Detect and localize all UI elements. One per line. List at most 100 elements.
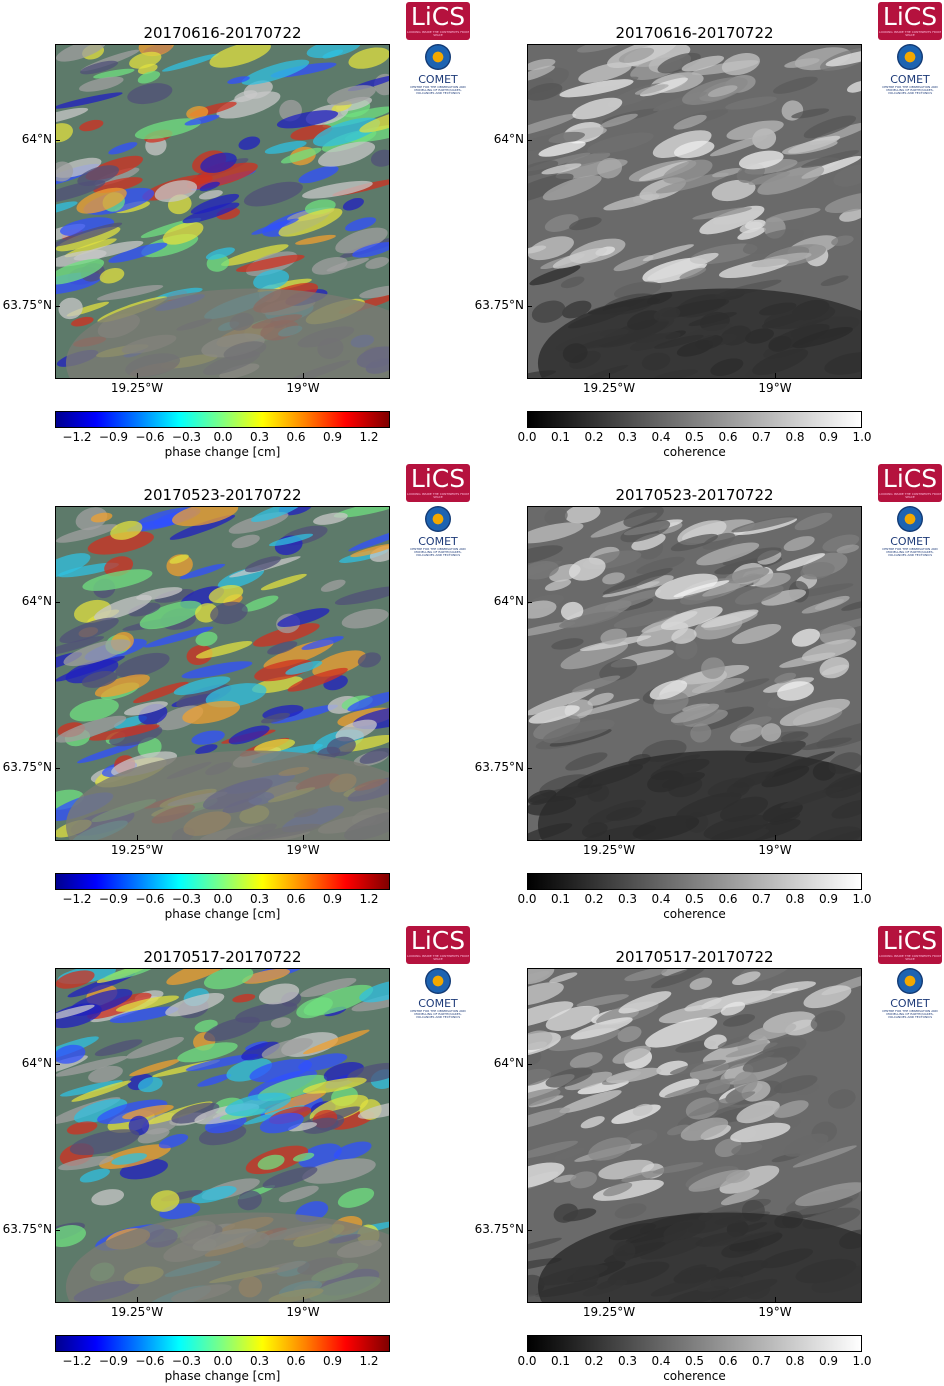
comet-logo-subtitle: CENTRE FOR THE OBSERVATION AND MODELLING… xyxy=(882,85,938,95)
y-tick-mark xyxy=(527,1064,532,1065)
panel-title: 20170523-20170722 xyxy=(615,486,774,504)
x-tick-mark xyxy=(775,373,776,378)
colorbar-tick-label: −0.6 xyxy=(135,430,165,444)
comet-logo: COMET CENTRE FOR THE OBSERVATION AND MODE… xyxy=(880,968,940,1024)
colorbar-tick-label: 0.0 xyxy=(213,892,233,906)
colorbar-tick-label: 0.6 xyxy=(286,430,306,444)
colorbar-tick-label: 0.6 xyxy=(286,1354,306,1368)
colorbar-tick-label: 0.1 xyxy=(550,1354,571,1368)
colorbar-tick-label: 0.5 xyxy=(684,1354,705,1368)
colorbar-tick-label: 0.6 xyxy=(286,892,306,906)
panel-title: 20170517-20170722 xyxy=(143,948,302,966)
y-tick-label: 63.75°N xyxy=(2,1222,52,1236)
y-tick-label: 63.75°N xyxy=(2,298,52,312)
colorbar-tick-label: 1.0 xyxy=(852,892,872,906)
comet-logo-subtitle: CENTRE FOR THE OBSERVATION AND MODELLING… xyxy=(410,1009,466,1019)
colorbar-tick-label: 0.7 xyxy=(751,892,772,906)
lics-logo-subtitle: LOOKING INSIDE THE CONTINENTS FROM SPACE xyxy=(407,954,469,961)
colorbar-tick-label: 0.2 xyxy=(584,892,604,906)
x-tick-mark xyxy=(303,373,304,378)
colorbar-tick-label: 0.3 xyxy=(617,430,638,444)
colorbar-tick-label: 0.2 xyxy=(584,1354,604,1368)
colorbar-tick-label: 0.0 xyxy=(517,1354,537,1368)
y-tick-mark xyxy=(55,306,60,307)
colorbar-label: phase change [cm] xyxy=(164,907,281,921)
comet-emblem-icon xyxy=(897,44,923,70)
panel-title: 20170616-20170722 xyxy=(143,24,302,42)
plot-panel: 20170517-20170722 64°N 63.75°N 19.25°W 19°W −… xyxy=(0,924,472,1386)
y-tick-label: 63.75°N xyxy=(2,760,52,774)
comet-logo-text: COMET xyxy=(418,73,458,86)
lics-logo: LiCS LOOKING INSIDE THE CONTINENTS FROM S… xyxy=(878,926,942,964)
x-tick-mark xyxy=(775,1297,776,1302)
colorbar-tick-label: 0.5 xyxy=(684,892,705,906)
comet-logo: COMET CENTRE FOR THE OBSERVATION AND MODE… xyxy=(408,44,468,100)
plot-panel: 20170523-20170722 64°N 63.75°N 19.25°W 19°W −… xyxy=(0,462,472,924)
x-tick-label: 19°W xyxy=(286,1305,320,1319)
y-tick-mark xyxy=(55,602,60,603)
lics-logo: LiCS LOOKING INSIDE THE CONTINENTS FROM S… xyxy=(406,926,470,964)
comet-logo: COMET CENTRE FOR THE OBSERVATION AND MODE… xyxy=(880,44,940,100)
x-tick-label: 19°W xyxy=(758,381,792,395)
colorbar-tick-label: −0.9 xyxy=(98,892,129,906)
x-tick-mark xyxy=(137,1297,138,1302)
comet-emblem-icon xyxy=(425,44,451,70)
x-tick-mark xyxy=(609,1297,610,1302)
comet-logo-subtitle: CENTRE FOR THE OBSERVATION AND MODELLING… xyxy=(410,85,466,95)
plot-panel: 20170616-20170722 64°N 63.75°N 19.25°W 19°W 0… xyxy=(472,0,944,462)
colorbar-tick-label: 0.6 xyxy=(718,1354,738,1368)
colorbar-tick-label: 0.9 xyxy=(322,892,343,906)
colorbar-tick-label: 0.1 xyxy=(550,892,571,906)
coherence-map xyxy=(527,44,862,379)
colorbar-label: coherence xyxy=(663,1369,726,1383)
x-tick-label: 19.25°W xyxy=(582,1305,636,1319)
colorbar-tick-label: 0.6 xyxy=(718,892,738,906)
colorbar-tick-label: −0.3 xyxy=(171,430,202,444)
comet-logo-text: COMET xyxy=(418,535,458,548)
colorbar-tick-label: 1.0 xyxy=(852,430,872,444)
x-tick-mark xyxy=(137,835,138,840)
comet-logo-text: COMET xyxy=(890,535,930,548)
y-tick-label: 64°N xyxy=(21,132,52,146)
comet-logo-subtitle: CENTRE FOR THE OBSERVATION AND MODELLING… xyxy=(410,547,466,557)
colorbar-tick-label: 0.9 xyxy=(818,1354,839,1368)
comet-logo-subtitle: CENTRE FOR THE OBSERVATION AND MODELLING… xyxy=(882,547,938,557)
coherence-colorbar xyxy=(527,873,862,890)
colorbar-tick-label: 0.3 xyxy=(249,430,270,444)
lics-logo-text: LiCS xyxy=(882,2,938,31)
comet-logo-text: COMET xyxy=(418,997,458,1010)
lics-logo-subtitle: LOOKING INSIDE THE CONTINENTS FROM SPACE xyxy=(407,492,469,499)
lics-logo-text: LiCS xyxy=(410,2,466,31)
colorbar-label: phase change [cm] xyxy=(164,1369,281,1383)
x-tick-label: 19.25°W xyxy=(582,843,636,857)
colorbar-tick-label: −1.2 xyxy=(62,430,92,444)
colorbar-tick-label: 0.0 xyxy=(213,430,233,444)
colorbar-tick-label: −0.6 xyxy=(135,892,165,906)
comet-logo-subtitle: CENTRE FOR THE OBSERVATION AND MODELLING… xyxy=(882,1009,938,1019)
colorbar-tick-label: 0.3 xyxy=(617,1354,638,1368)
phase-colorbar xyxy=(55,1335,390,1352)
lics-logo: LiCS LOOKING INSIDE THE CONTINENTS FROM S… xyxy=(406,464,470,502)
panel-title: 20170616-20170722 xyxy=(615,24,774,42)
x-tick-label: 19°W xyxy=(758,843,792,857)
colorbar-tick-label: 0.1 xyxy=(550,430,571,444)
colorbar-tick-label: 1.2 xyxy=(359,1354,379,1368)
x-tick-label: 19°W xyxy=(286,843,320,857)
colorbar-tick-label: −0.6 xyxy=(135,1354,165,1368)
y-tick-label: 63.75°N xyxy=(474,760,524,774)
comet-emblem-icon xyxy=(897,506,923,532)
x-tick-mark xyxy=(303,1297,304,1302)
y-tick-label: 64°N xyxy=(21,594,52,608)
colorbar-tick-label: 0.0 xyxy=(517,892,537,906)
x-tick-label: 19.25°W xyxy=(582,381,636,395)
colorbar-tick-label: −1.2 xyxy=(62,892,92,906)
colorbar-tick-label: −1.2 xyxy=(62,1354,92,1368)
comet-logo-text: COMET xyxy=(890,73,930,86)
x-tick-label: 19.25°W xyxy=(110,381,164,395)
comet-emblem-icon xyxy=(425,506,451,532)
colorbar-label: phase change [cm] xyxy=(164,445,281,459)
coherence-colorbar xyxy=(527,1335,862,1352)
x-tick-label: 19°W xyxy=(286,381,320,395)
lics-logo: LiCS LOOKING INSIDE THE CONTINENTS FROM S… xyxy=(878,2,942,40)
colorbar-tick-label: 0.8 xyxy=(785,1354,805,1368)
